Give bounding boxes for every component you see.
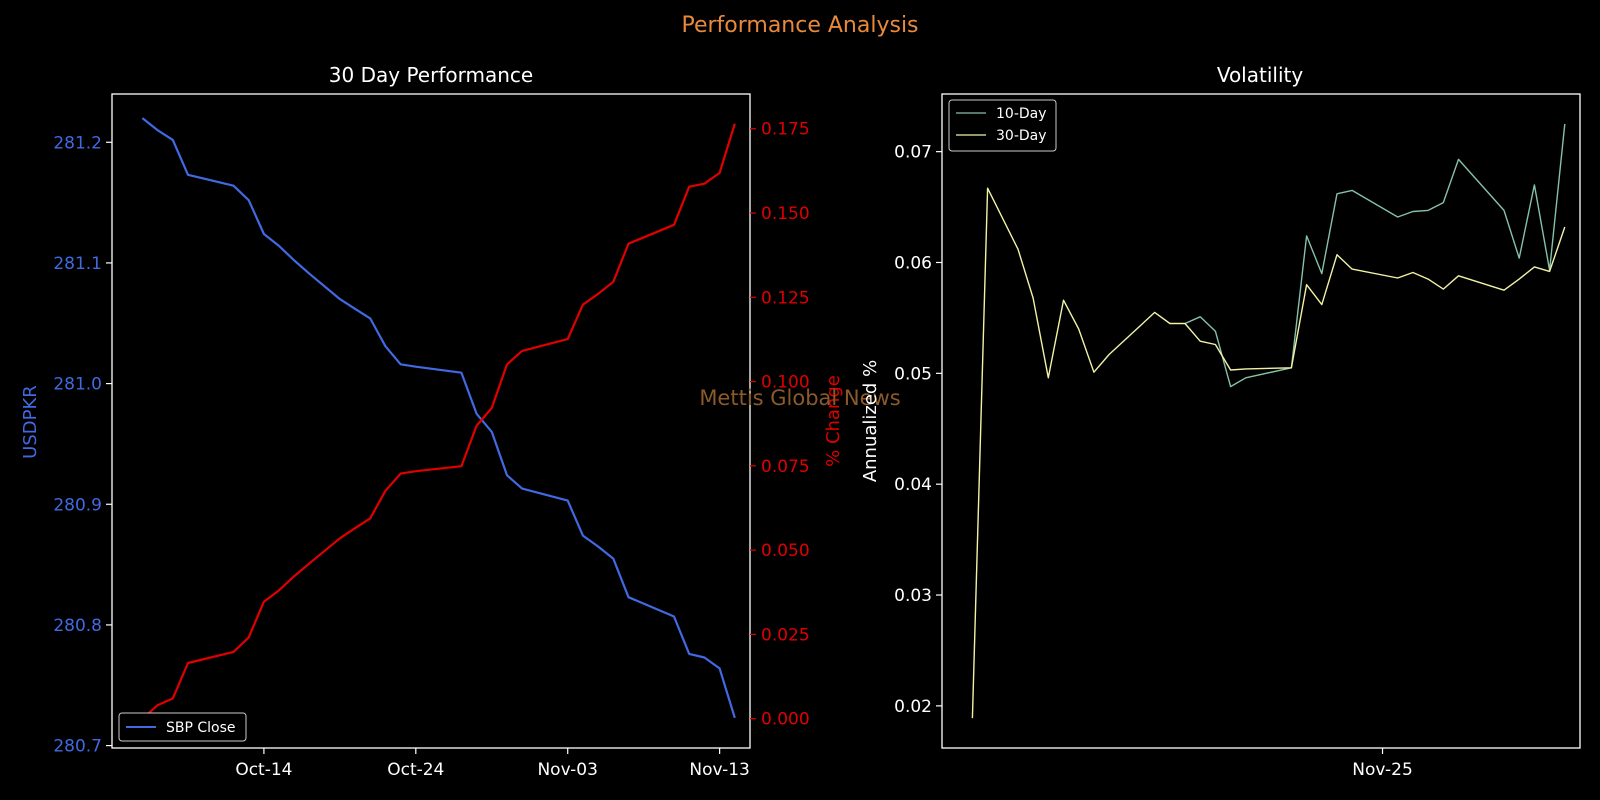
performance-plot-frame [111,93,751,749]
usdpkr-axis-ticks: 280.7 280.8 280.9 281.0 281.1 281.2 [53,133,112,757]
usdpkr-tick-label: 281.2 [53,133,102,153]
pct-change-axis-ticks: 0.000 0.025 0.050 0.075 0.100 0.125 0.150 0.175 [750,120,810,730]
volatility-tick-label: 0.03 [894,586,932,606]
performance-x-ticks: Oct-14 Oct-24 Nov-03 Nov-13 [235,748,750,780]
pct-change-tick-label: 0.000 [761,710,810,730]
pct-change-tick-label: 0.025 [761,625,810,645]
sbp-close-legend-label: SBP Close [166,720,236,736]
pct-change-tick-label: 0.150 [761,204,810,224]
vol30-legend-label: 30-Day [996,128,1047,144]
usdpkr-tick-label: 280.9 [53,495,102,515]
x-tick-label: Oct-24 [387,760,444,780]
pct-change-tick-label: 0.125 [761,288,810,308]
usdpkr-tick-label: 281.1 [53,254,102,274]
volatility-tick-label: 0.05 [894,364,932,384]
pct-change-axis-label: % Change [823,375,844,467]
pct-change-tick-label: 0.175 [761,120,810,140]
performance-chart-title: 30 Day Performance [329,63,533,87]
pct-change-line [141,123,736,720]
sbp-close-line [141,117,736,719]
volatility-tick-label: 0.02 [894,697,932,717]
vol-30-day-line [971,187,1566,719]
pct-change-tick-label: 0.050 [761,541,810,561]
volatility-tick-label: 0.07 [894,143,932,163]
x-tick-label: Nov-25 [1352,760,1413,780]
performance-legend: SBP Close [118,712,247,742]
pct-change-tick-label: 0.100 [761,373,810,393]
usdpkr-tick-label: 280.8 [53,616,102,636]
volatility-x-ticks: Nov-25 [1352,748,1413,780]
figure-suptitle: Performance Analysis [681,13,918,38]
volatility-chart: Volatility Nov-25 0.020.030.040.050.060.… [860,63,1581,780]
volatility-y-ticks: 0.02 0.03 0.04 0.05 0.06 0.07 [894,143,942,717]
usdpkr-tick-label: 281.0 [53,375,102,395]
x-tick-label: Oct-14 [235,760,292,780]
volatility-legend: 10-Day 30-Day [948,99,1057,152]
performance-lines [141,117,736,720]
performance-chart: 30 Day Performance Oct-14 Oct-24 Nov-03 Nov… [20,63,844,780]
watermark-text: Mettis Global News [699,386,900,410]
x-tick-label: Nov-03 [537,760,598,780]
pct-change-tick-label: 0.075 [761,457,810,477]
usdpkr-tick-label: 280.7 [53,737,102,757]
performance-legend-box [118,712,247,742]
volatility-tick-label: 0.06 [894,253,932,273]
vol-10-day-line [1184,123,1566,388]
volatility-chart-title: Volatility [1217,63,1304,87]
volatility-plot-frame [941,93,1581,749]
volatility-lines [971,123,1566,719]
vol10-legend-label: 10-Day [996,106,1047,122]
volatility-y-axis-label: Annualized % [860,360,881,482]
usdpkr-axis-label: USDPKR [20,385,41,459]
x-tick-label: Nov-13 [689,760,750,780]
volatility-tick-label: 0.04 [894,475,932,495]
